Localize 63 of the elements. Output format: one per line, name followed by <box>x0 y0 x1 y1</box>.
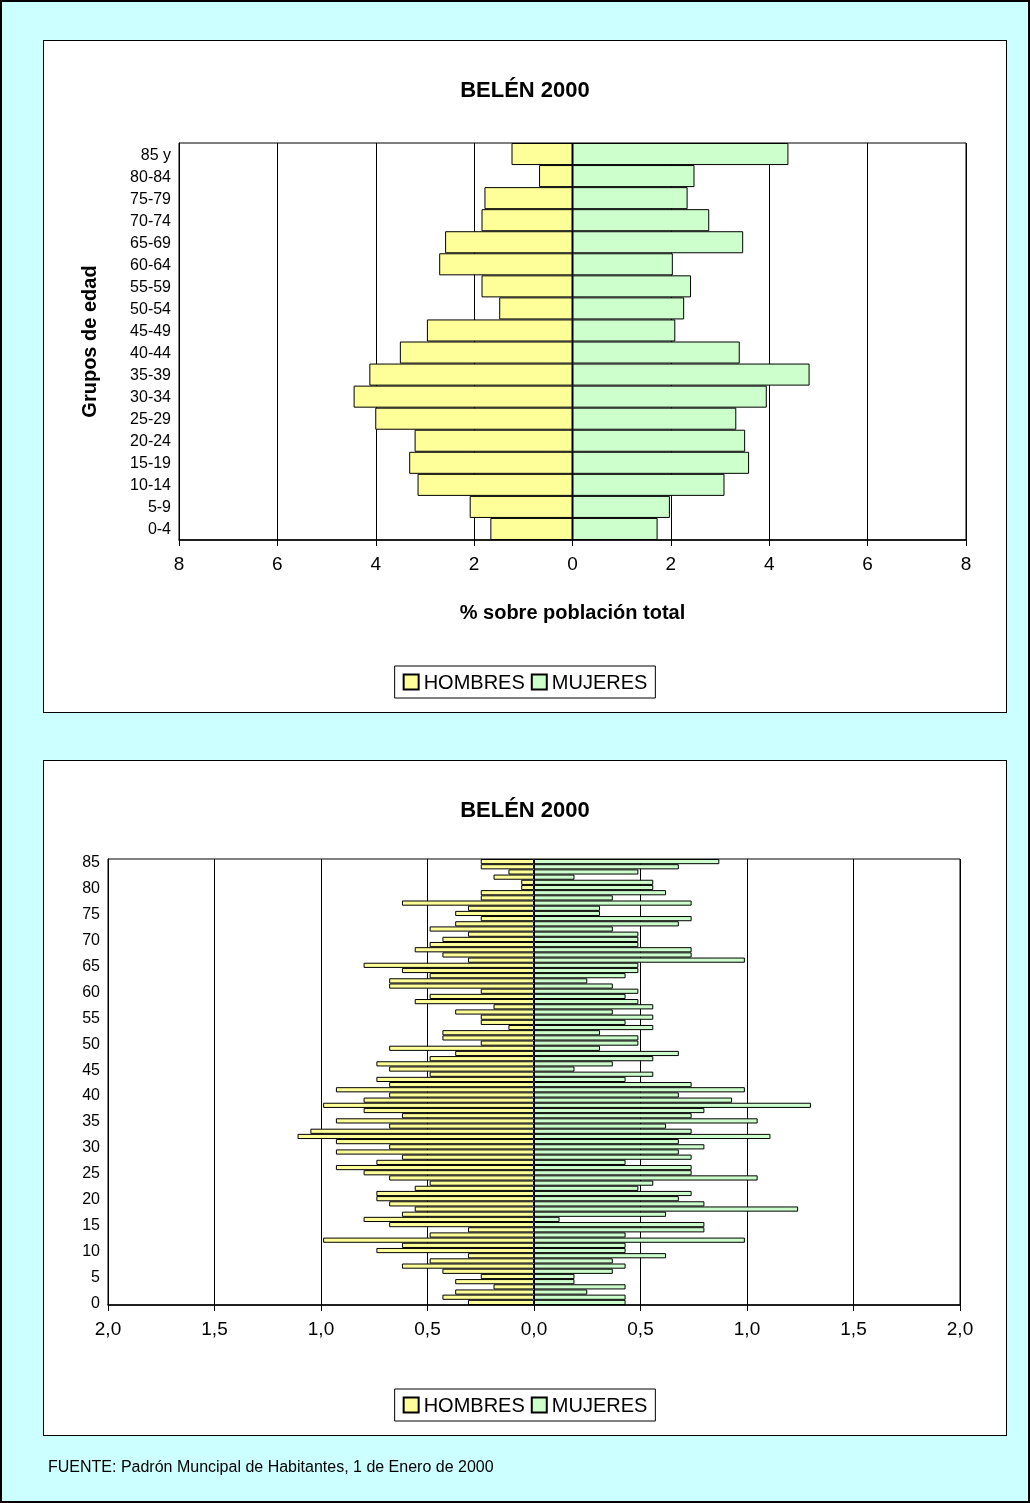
legend-label: MUJERES <box>551 1394 648 1416</box>
legend-label: HOMBRES <box>423 671 525 693</box>
chart-title: BELÉN 2000 <box>460 76 590 102</box>
y-tick-label: 20-24 <box>130 432 172 450</box>
y-tick-label: 10 <box>82 1242 101 1260</box>
x-tick-label: 0,5 <box>414 1318 441 1339</box>
x-tick-label: 8 <box>173 553 185 574</box>
y-tick-label: 55 <box>82 1008 101 1026</box>
legend-label: MUJERES <box>551 671 648 693</box>
y-tick-label: 15-19 <box>130 454 172 472</box>
y-tick-label: 75 <box>82 904 101 922</box>
y-tick-label: 25 <box>82 1164 101 1182</box>
y-tick-label: 30-34 <box>130 388 172 406</box>
y-tick-label: 75-79 <box>130 189 172 207</box>
y-tick-label: 35-39 <box>130 366 172 384</box>
y-tick-label: 60 <box>82 982 101 1000</box>
y-tick-label: 40-44 <box>130 344 172 362</box>
x-tick-label: 0,0 <box>520 1318 548 1339</box>
x-tick-label: 1,5 <box>201 1318 228 1339</box>
x-tick-label: 2 <box>665 553 677 574</box>
y-tick-label: 0 <box>91 1293 101 1311</box>
x-tick-label: 1,0 <box>307 1318 335 1339</box>
legend-label: HOMBRES <box>423 1394 525 1416</box>
y-tick-label: 60-64 <box>130 255 172 273</box>
x-tick-label: 2,0 <box>946 1318 974 1339</box>
x-tick-label: 1,0 <box>733 1318 761 1339</box>
y-tick-label: 10-14 <box>130 476 172 494</box>
y-axis-title: Grupos de edad <box>78 265 100 418</box>
y-tick-label: 5-9 <box>147 498 172 516</box>
x-tick-label: 6 <box>862 553 873 574</box>
x-tick-label: 6 <box>272 553 283 574</box>
y-tick-label: 15 <box>82 1216 101 1234</box>
source-note: FUENTE: Padrón Muncipal de Habitantes, 1 de Enero de 2000 <box>48 1458 494 1476</box>
y-tick-label: 45-49 <box>130 321 172 339</box>
x-tick-label: 8 <box>960 553 972 574</box>
y-tick-label: 0-4 <box>147 520 172 538</box>
y-tick-label: 70-74 <box>130 211 172 229</box>
y-tick-label: 80-84 <box>130 167 172 185</box>
y-tick-label: 25-29 <box>130 410 172 428</box>
y-tick-label: 20 <box>82 1190 101 1208</box>
y-tick-label: 30 <box>82 1138 101 1156</box>
y-tick-label: 85 y <box>140 145 171 163</box>
y-tick-label: 55-59 <box>130 277 172 295</box>
x-axis-title: % sobre población total <box>459 601 686 623</box>
y-tick-label: 65 <box>82 956 101 974</box>
y-tick-label: 40 <box>82 1086 101 1104</box>
y-tick-label: 35 <box>82 1112 101 1130</box>
y-tick-label: 70 <box>82 930 101 948</box>
x-tick-label: 2 <box>468 553 480 574</box>
y-tick-label: 50-54 <box>130 299 172 317</box>
x-tick-label: 4 <box>370 553 382 574</box>
y-tick-label: 45 <box>82 1060 101 1078</box>
y-tick-label: 50 <box>82 1034 101 1052</box>
y-tick-label: 5 <box>91 1267 101 1285</box>
x-tick-label: 0 <box>567 553 578 574</box>
chart-title: BELÉN 2000 <box>460 796 590 822</box>
y-tick-label: 85 <box>82 853 101 871</box>
x-tick-label: 2,0 <box>94 1318 122 1339</box>
x-tick-label: 0,5 <box>627 1318 654 1339</box>
y-tick-label: 65-69 <box>130 233 172 251</box>
y-tick-label: 80 <box>82 879 101 897</box>
x-tick-label: 1,5 <box>840 1318 867 1339</box>
x-tick-label: 4 <box>763 553 775 574</box>
